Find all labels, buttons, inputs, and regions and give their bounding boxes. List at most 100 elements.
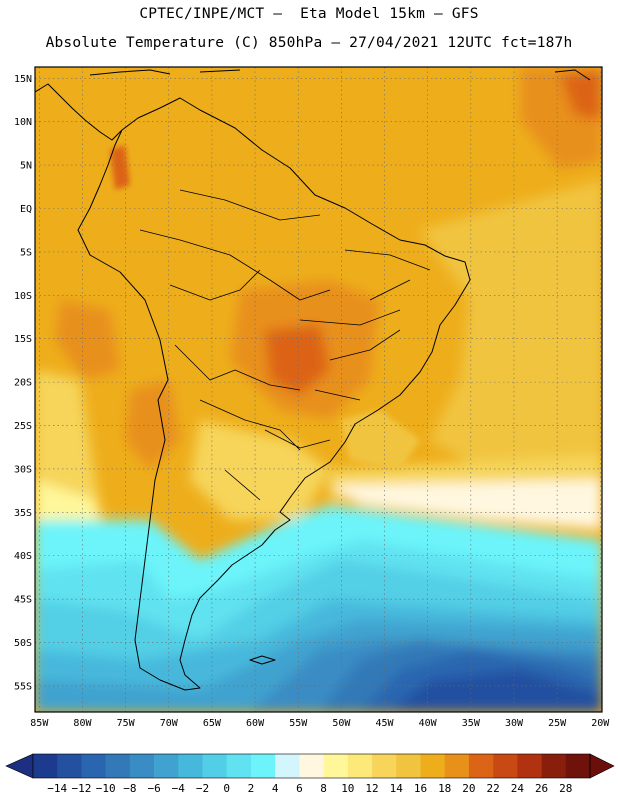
colorbar-label: −14 bbox=[47, 782, 67, 795]
colorbar-swatch bbox=[372, 754, 397, 778]
latitude-label: 30S bbox=[14, 464, 32, 475]
colorbar-label: 24 bbox=[511, 782, 525, 795]
colorbar-swatch bbox=[517, 754, 542, 778]
colorbar-swatch bbox=[129, 754, 155, 778]
longitude-label: 25W bbox=[548, 718, 567, 729]
latitude-label: 25S bbox=[14, 421, 32, 432]
longitude-label: 30W bbox=[505, 718, 524, 729]
colorbar-label: 8 bbox=[320, 782, 327, 795]
latitude-label: 50S bbox=[14, 638, 32, 649]
colorbar-label: 4 bbox=[272, 782, 279, 795]
country-borders bbox=[139, 189, 431, 501]
colorbar: −14 −12 −10 −8 −6 −4 −2 0 2 4 6 8 10 12 14 16 18 20 22 24 26… bbox=[5, 753, 615, 795]
temperature-field bbox=[35, 67, 602, 712]
colorbar-label: 6 bbox=[296, 782, 303, 795]
colorbar-swatch bbox=[565, 754, 591, 778]
longitude-label: 40W bbox=[419, 718, 438, 729]
colorbar-max-arrow bbox=[589, 753, 615, 779]
colorbar-label: 18 bbox=[438, 782, 451, 795]
longitude-label: 65W bbox=[203, 718, 222, 729]
colorbar-label: −4 bbox=[172, 782, 186, 795]
colorbar-label: 26 bbox=[535, 782, 548, 795]
latitude-label: 55S bbox=[14, 681, 32, 692]
colorbar-label: −2 bbox=[196, 782, 209, 795]
colorbar-swatch bbox=[420, 754, 445, 778]
colorbar-label: 0 bbox=[223, 782, 230, 795]
colorbar-swatch bbox=[323, 754, 349, 778]
field-16c-band bbox=[420, 180, 602, 480]
longitude-label: 70W bbox=[160, 718, 179, 729]
colorbar-label: 12 bbox=[365, 782, 378, 795]
colorbar-min-arrow bbox=[5, 753, 34, 779]
map-frame bbox=[34, 66, 603, 713]
colorbar-label: 2 bbox=[248, 782, 255, 795]
field-22c-core bbox=[265, 325, 330, 395]
colorbar-label: −12 bbox=[71, 782, 91, 795]
longitude-label: 20W bbox=[591, 718, 610, 729]
colorbar-swatch bbox=[178, 754, 203, 778]
colorbar-swatch bbox=[493, 754, 518, 778]
caribbean-islands bbox=[89, 69, 591, 81]
colorbar-swatch bbox=[250, 754, 276, 778]
field-m12c-band bbox=[390, 670, 602, 712]
colorbar-swatch bbox=[299, 754, 324, 778]
latitude-label: 20S bbox=[14, 378, 32, 389]
latitude-label: 15S bbox=[14, 334, 32, 345]
field-20c-pacific bbox=[55, 300, 120, 380]
central-america-coastline bbox=[35, 83, 123, 141]
field-22c-corner bbox=[560, 70, 602, 120]
graticule bbox=[35, 67, 602, 712]
colorbar-swatch bbox=[444, 754, 470, 778]
colorbar-swatch bbox=[396, 754, 421, 778]
latitude-label: 35S bbox=[14, 508, 32, 519]
colorbar-label: 20 bbox=[462, 782, 475, 795]
colorbar-label: 28 bbox=[559, 782, 572, 795]
latitude-label: 45S bbox=[14, 595, 32, 606]
latitude-label: 15N bbox=[14, 74, 32, 85]
latitude-label: 40S bbox=[14, 551, 32, 562]
longitude-label: 85W bbox=[30, 718, 49, 729]
field-8c-ocean bbox=[330, 480, 602, 530]
colorbar-swatch bbox=[81, 754, 106, 778]
colorbar-swatch bbox=[275, 754, 300, 778]
colorbar-swatch bbox=[105, 754, 131, 778]
colorbar-swatch bbox=[154, 754, 179, 778]
colorbar-label: −10 bbox=[96, 782, 116, 795]
colorbar-label: 16 bbox=[414, 782, 427, 795]
colorbar-swatch bbox=[57, 754, 82, 778]
colorbar-swatch bbox=[347, 754, 373, 778]
longitude-label: 60W bbox=[246, 718, 265, 729]
colorbar-swatch bbox=[202, 754, 228, 778]
latitude-axis: 15N 10N 5N EQ 5S 10S 15S 20S 25S 30S 35S 40S 45S 50S 5… bbox=[14, 74, 32, 693]
colorbar-label: −6 bbox=[147, 782, 160, 795]
colorbar-swatch bbox=[541, 754, 567, 778]
field-16c-coast bbox=[340, 410, 420, 470]
longitude-label: 80W bbox=[73, 718, 92, 729]
longitude-axis: 85W 80W 75W 70W 65W 60W 55W 50W 45W 40W 35W 30W 25W 2… bbox=[30, 718, 610, 729]
longitude-label: 55W bbox=[289, 718, 308, 729]
colorbar-label: 22 bbox=[487, 782, 500, 795]
field-20c-andes bbox=[125, 380, 180, 470]
latitude-label: 5S bbox=[20, 247, 32, 258]
longitude-label: 35W bbox=[462, 718, 481, 729]
falkland-islands bbox=[249, 655, 276, 665]
south-america-coastline bbox=[77, 97, 471, 691]
latitude-label: 5N bbox=[20, 161, 32, 172]
colorbar-swatch bbox=[226, 754, 252, 778]
colorbar-label: 10 bbox=[341, 782, 354, 795]
map-title-line-2: Absolute Temperature (C) 850hPa – 27/04/… bbox=[45, 35, 573, 51]
latitude-label: 10N bbox=[14, 117, 32, 128]
latitude-label: EQ bbox=[20, 204, 32, 215]
map-title-line-1: CPTEC/INPE/MCT – Eta Model 15km – GFS bbox=[139, 6, 479, 22]
longitude-label: 50W bbox=[332, 718, 351, 729]
latitude-label: 10S bbox=[14, 291, 32, 302]
colorbar-swatch bbox=[468, 754, 494, 778]
coastlines bbox=[35, 69, 591, 691]
colorbar-label: −8 bbox=[123, 782, 136, 795]
colorbar-swatch bbox=[33, 754, 58, 778]
colorbar-label: 14 bbox=[390, 782, 404, 795]
field-22c-colombia bbox=[110, 145, 130, 190]
longitude-label: 75W bbox=[117, 718, 136, 729]
colorbar-outline bbox=[32, 753, 591, 779]
